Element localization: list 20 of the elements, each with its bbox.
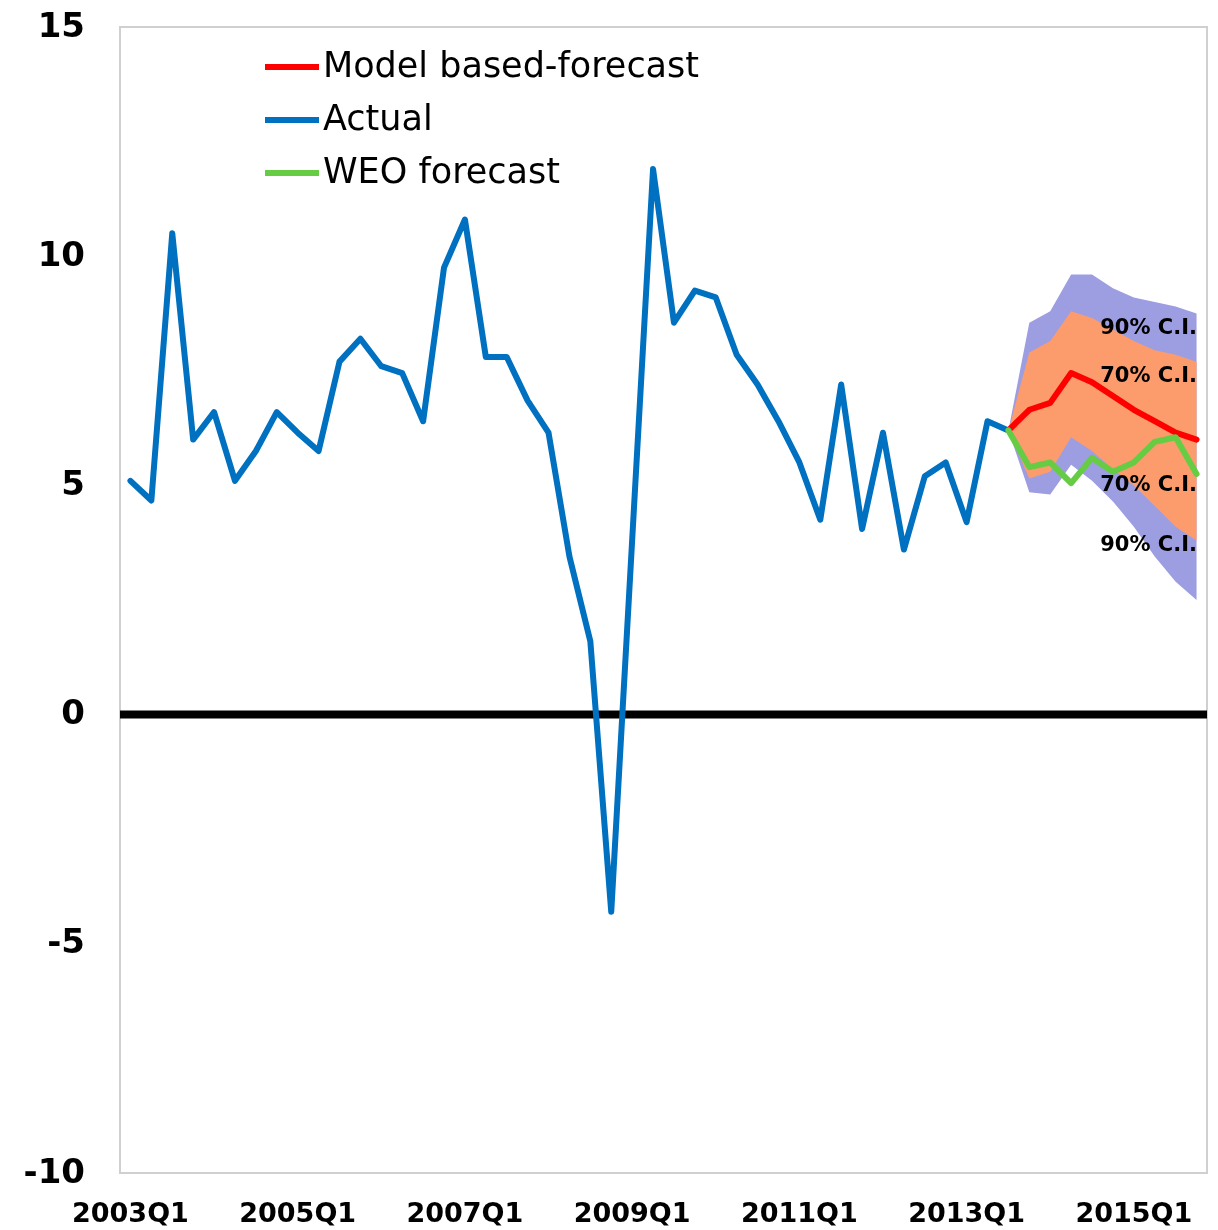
y-tick-label: 0 bbox=[61, 692, 85, 733]
x-tick-label: 2003Q1 bbox=[72, 1197, 189, 1228]
y-tick-label: -10 bbox=[23, 1150, 85, 1191]
y-tick-label: 5 bbox=[61, 462, 85, 503]
annotation: 70% C.I. bbox=[1100, 472, 1197, 497]
annotation: 90% C.I. bbox=[1100, 314, 1197, 339]
annotation: 70% C.I. bbox=[1100, 362, 1197, 387]
legend-label: Model based-forecast bbox=[323, 45, 700, 85]
x-tick-label: 2015Q1 bbox=[1075, 1197, 1193, 1228]
y-tick-label: 10 bbox=[37, 233, 85, 274]
x-tick-label: 2005Q1 bbox=[239, 1197, 357, 1228]
annotation: 90% C.I. bbox=[1100, 532, 1197, 556]
y-tick-label: -5 bbox=[47, 921, 85, 962]
x-tick-label: 2007Q1 bbox=[406, 1197, 524, 1228]
x-tick-label: 2011Q1 bbox=[740, 1197, 858, 1228]
legend-label: WEO forecast bbox=[323, 151, 560, 191]
legend-label: Actual bbox=[323, 98, 433, 138]
x-tick-label: 2013Q1 bbox=[908, 1197, 1026, 1228]
x-tick-label: 2009Q1 bbox=[573, 1197, 691, 1228]
y-tick-label: 15 bbox=[37, 4, 85, 45]
